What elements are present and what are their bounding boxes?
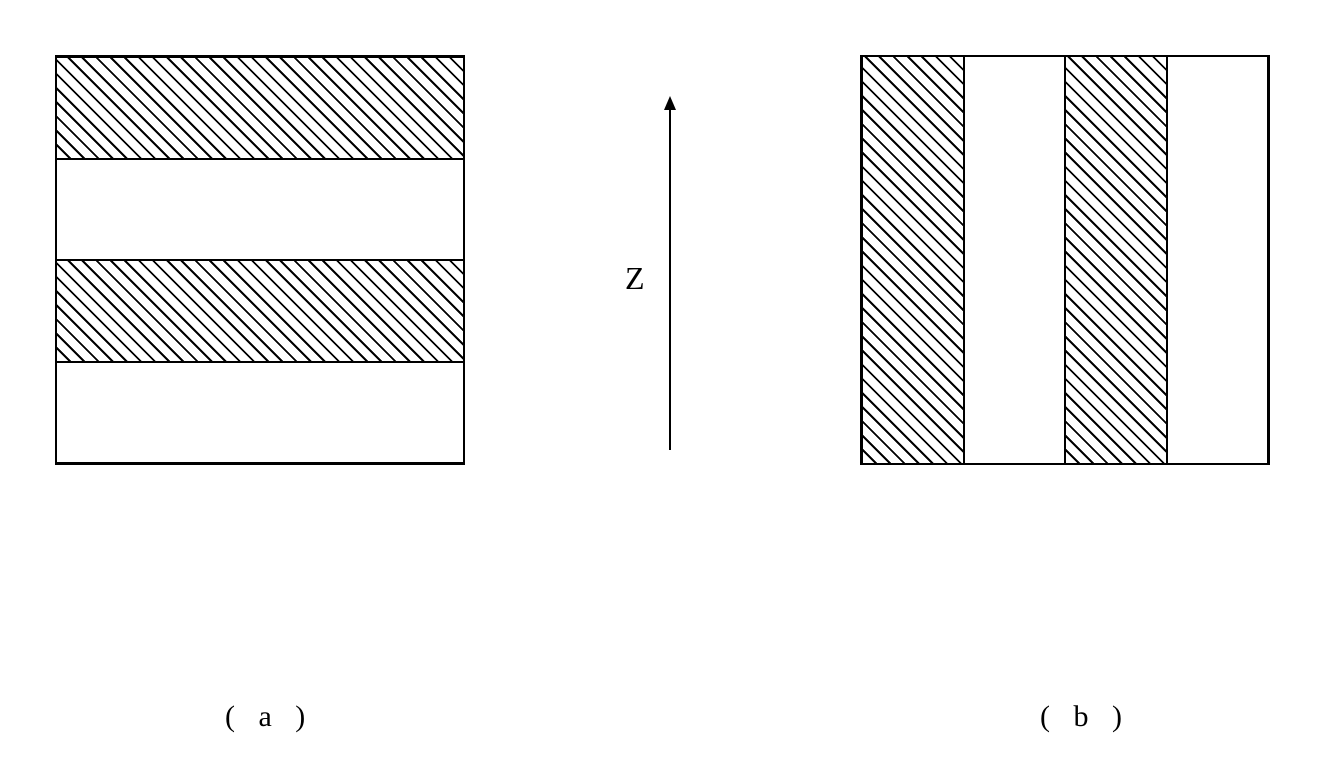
stripe-a-2 <box>57 159 463 261</box>
z-axis-label: Z <box>625 260 645 297</box>
caption-b: ( b ) <box>1040 700 1130 734</box>
stripe-b-2 <box>964 57 1066 463</box>
z-axis-arrow <box>669 108 671 450</box>
caption-a: ( a ) <box>225 700 313 734</box>
stripe-b-1 <box>862 57 964 463</box>
square-a <box>55 55 465 465</box>
stripe-a-4 <box>57 362 463 464</box>
stripe-b-3 <box>1065 57 1167 463</box>
stripe-b-4 <box>1167 57 1269 463</box>
stripe-a-3 <box>57 260 463 362</box>
stripe-a-1 <box>57 57 463 159</box>
square-b <box>860 55 1270 465</box>
